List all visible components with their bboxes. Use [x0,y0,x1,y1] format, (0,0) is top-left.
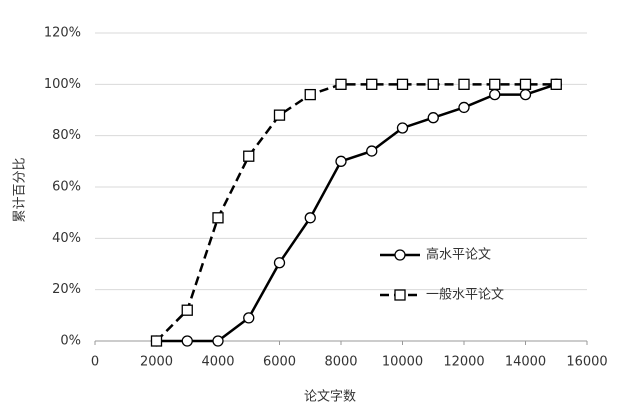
point [212,335,224,347]
point [427,78,439,90]
y-tick-label: 20% [52,282,81,297]
point [519,88,532,101]
point [366,145,378,157]
point [489,78,501,90]
point [427,112,439,124]
point [458,101,470,114]
point [550,78,562,90]
point [304,212,316,224]
x-tick-label: 8000 [324,355,357,370]
point [304,88,316,101]
point [212,212,224,224]
y-tick-label: 80% [52,128,81,143]
x-axis-title: 论文字数 [304,390,356,405]
legend-label: 高水平论文 [426,247,491,263]
y-tick-label: 40% [52,231,81,246]
point [150,335,163,347]
point [335,78,347,90]
legend-marker [394,289,406,301]
point [335,155,347,167]
point [273,109,286,121]
point [181,304,193,316]
x-tick-label: 2000 [140,355,173,370]
y-tick-label: 120% [44,26,81,41]
point [489,88,501,101]
x-tick-label: 10000 [382,355,423,370]
point [458,78,470,90]
legend-label: 一般水平论文 [426,287,504,303]
point [366,78,378,90]
x-tick-label: 14000 [505,355,546,370]
point [273,257,286,269]
y-tick-label: 0% [60,334,81,349]
x-tick-label: 16000 [566,355,607,370]
point [396,78,409,90]
x-tick-label: 12000 [443,355,484,370]
legend-marker [394,249,406,261]
x-tick-label: 4000 [201,355,234,370]
y-axis-title: 累计百分比 [13,157,28,222]
point [243,150,255,162]
point [396,122,409,134]
y-tick-label: 100% [44,77,81,92]
point [243,312,255,324]
point [519,78,532,90]
x-tick-label: 0 [91,355,99,370]
point [181,335,193,347]
x-tick-label: 6000 [263,355,296,370]
y-tick-label: 60% [52,180,81,195]
